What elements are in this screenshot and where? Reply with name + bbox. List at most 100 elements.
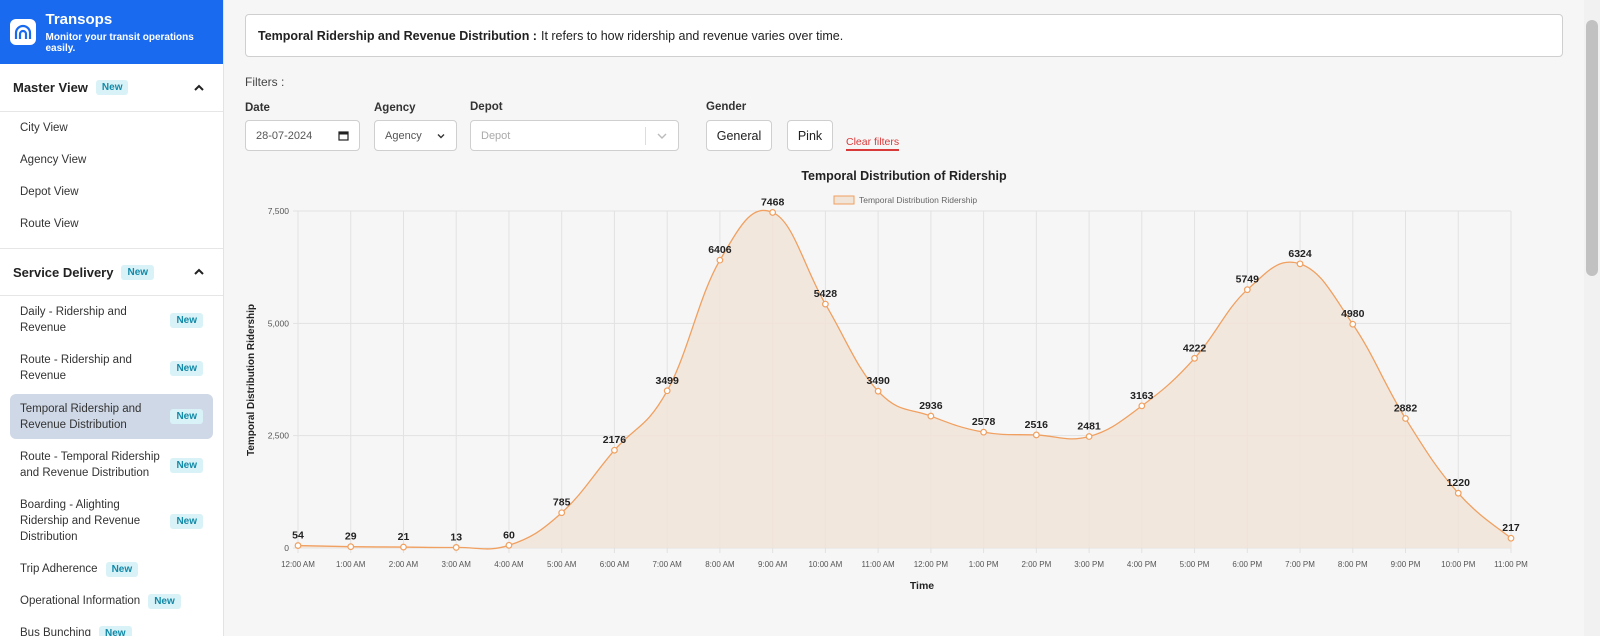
filters-label: Filters : <box>245 75 285 89</box>
gender-general-button[interactable]: General <box>706 120 772 151</box>
x-tick-label: 6:00 AM <box>600 560 630 569</box>
gender-pink-button[interactable]: Pink <box>787 120 833 151</box>
x-tick-label: 4:00 PM <box>1127 560 1157 569</box>
sidebar-item-label: Boarding - Alighting Ridership and Reven… <box>20 499 141 543</box>
data-point <box>1296 260 1304 268</box>
new-badge: New <box>170 457 203 473</box>
sidebar-item-temporal-ridership-revenue[interactable]: Temporal Ridership and Revenue Distribut… <box>10 394 213 439</box>
data-point <box>347 543 355 551</box>
new-badge: New <box>170 312 203 328</box>
brand-tagline: Monitor your transit operations easily. <box>45 31 194 54</box>
x-tick-label: 1:00 AM <box>336 560 366 569</box>
data-point <box>611 446 618 454</box>
sidebar-item-boarding-alighting[interactable]: Boarding - Alighting Ridership and Reven… <box>0 489 223 553</box>
y-tick-label: 2,500 <box>268 431 290 441</box>
agency-value: Agency <box>385 129 422 142</box>
data-point <box>452 544 460 551</box>
sidebar-item-operational-information[interactable]: Operational Information New <box>0 585 223 617</box>
data-label: 7468 <box>761 196 785 208</box>
sidebar-item-daily-ridership-revenue[interactable]: Daily - Ridership and Revenue New <box>0 296 223 344</box>
chevron-down-icon <box>437 133 445 138</box>
x-tick-label: 6:00 PM <box>1232 560 1262 569</box>
data-point <box>1402 415 1409 422</box>
new-badge: New <box>170 360 203 376</box>
chevron-up-icon[interactable] <box>193 266 205 278</box>
new-badge: New <box>170 409 203 424</box>
data-label: 3163 <box>1130 390 1154 402</box>
x-tick-label: 4:00 AM <box>494 560 524 569</box>
sidebar-item-label: Route - Temporal Ridership and Revenue D… <box>20 451 160 479</box>
sidebar-item-depot-view[interactable]: Depot View <box>0 176 223 208</box>
chevron-down-icon <box>657 133 667 139</box>
data-label: 6406 <box>708 244 732 256</box>
sidebar-item-bus-bunching[interactable]: Bus Bunching New <box>0 617 223 636</box>
section-title: Service Delivery <box>13 264 114 280</box>
data-label: 217 <box>1502 522 1520 534</box>
data-label: 2882 <box>1394 403 1418 415</box>
data-point <box>1191 354 1198 362</box>
chart-legend[interactable]: Temporal Distribution Ridership <box>833 195 977 205</box>
clear-filters-link[interactable]: Clear filters <box>846 136 900 151</box>
sidebar-item-trip-adherence[interactable]: Trip Adherence New <box>0 553 223 585</box>
data-label: 13 <box>450 531 462 543</box>
section-header-master-view[interactable]: Master View New <box>0 64 223 112</box>
data-label: 2176 <box>603 434 627 446</box>
x-tick-label: 9:00 PM <box>1391 560 1421 569</box>
x-tick-label: 10:00 PM <box>1441 560 1476 569</box>
series-area-fill <box>298 210 1511 549</box>
agency-select[interactable]: Agency <box>374 120 457 151</box>
y-axis-label: Temporal Distribution Ridership <box>246 304 257 456</box>
sidebar-item-label: Trip Adherence <box>20 563 98 575</box>
data-point <box>980 428 988 436</box>
sidebar-item-agency-view[interactable]: Agency View <box>0 144 223 176</box>
data-point <box>1507 534 1515 542</box>
data-label: 2936 <box>919 400 943 412</box>
date-input[interactable]: 28-07-2024 <box>245 120 360 151</box>
data-label: 2578 <box>972 416 996 428</box>
data-point <box>716 256 724 264</box>
x-tick-label: 11:00 PM <box>1494 560 1528 569</box>
gender-filter-label: Gender <box>706 101 747 113</box>
sidebar: Transops Monitor your transit operations… <box>0 0 224 636</box>
y-tick-label: 5,000 <box>268 318 290 328</box>
new-badge: New <box>121 264 155 280</box>
sidebar-item-label: Route View <box>20 218 79 230</box>
depot-placeholder: Depot <box>481 129 511 142</box>
sidebar-item-route-view[interactable]: Route View <box>0 208 223 240</box>
brand-header[interactable]: Transops Monitor your transit operations… <box>0 0 223 64</box>
agency-filter-label: Agency <box>374 102 416 114</box>
sidebar-item-city-view[interactable]: City View <box>0 112 223 144</box>
chevron-up-icon[interactable] <box>193 82 205 94</box>
data-point <box>1032 431 1040 439</box>
depot-select[interactable]: Depot <box>470 120 679 151</box>
x-tick-label: 3:00 AM <box>442 560 472 569</box>
scrollbar-thumb[interactable] <box>1586 20 1598 276</box>
data-point <box>663 387 671 395</box>
depot-filter-label: Depot <box>470 101 503 113</box>
legend-swatch <box>833 195 855 205</box>
data-point <box>927 412 935 420</box>
sidebar-item-route-temporal-ridership[interactable]: Route - Temporal Ridership and Revenue D… <box>0 441 223 489</box>
data-point <box>1138 402 1146 410</box>
x-tick-label: 11:00 AM <box>862 560 896 569</box>
sidebar-item-label: Depot View <box>20 186 79 198</box>
transops-logo-icon <box>10 19 36 45</box>
sidebar-item-route-ridership-revenue[interactable]: Route - Ridership and Revenue New <box>0 344 223 392</box>
section-header-service-delivery[interactable]: Service Delivery New <box>0 248 223 296</box>
data-point <box>769 209 777 216</box>
calendar-icon[interactable] <box>338 130 349 141</box>
y-tick-label: 0 <box>284 543 289 553</box>
x-tick-label: 5:00 AM <box>547 560 577 569</box>
sidebar-item-label: Temporal Ridership and Revenue Distribut… <box>20 402 142 431</box>
x-tick-label: 8:00 AM <box>705 560 735 569</box>
new-badge: New <box>98 625 132 636</box>
x-tick-label: 2:00 PM <box>1021 560 1051 569</box>
vertical-scrollbar[interactable] <box>1584 0 1600 636</box>
date-filter-label: Date <box>245 102 270 114</box>
x-tick-label: 3:00 PM <box>1074 560 1104 569</box>
data-label: 6324 <box>1288 248 1312 260</box>
x-tick-label: 8:00 PM <box>1338 560 1368 569</box>
x-tick-label: 7:00 AM <box>652 560 682 569</box>
data-point <box>1349 320 1357 328</box>
data-label: 785 <box>553 497 571 509</box>
